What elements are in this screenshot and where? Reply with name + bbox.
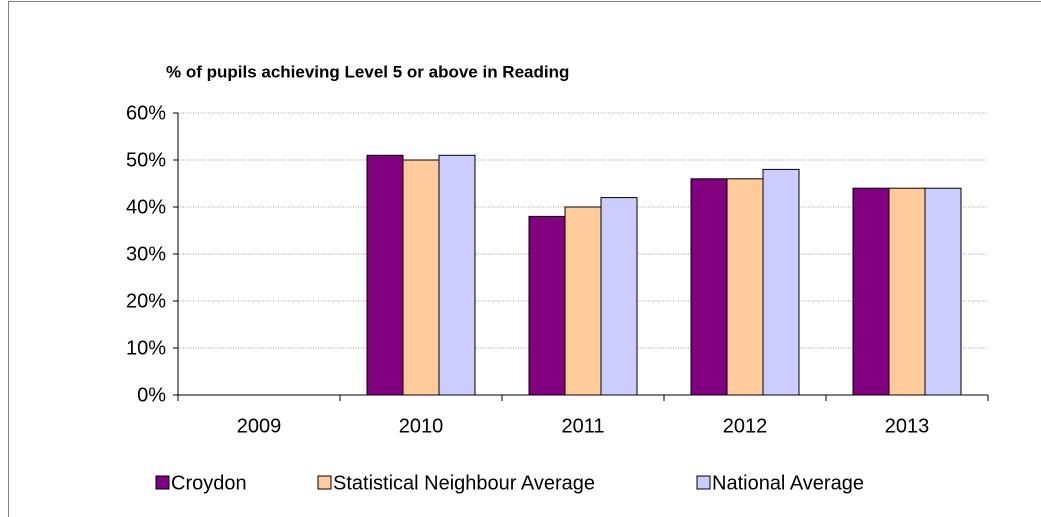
- bar: [690, 178, 728, 396]
- bar: [924, 187, 962, 396]
- chart-title: % of pupils achieving Level 5 or above i…: [166, 62, 569, 81]
- bar: [726, 178, 764, 396]
- x-tick-label: 2013: [885, 415, 930, 437]
- bar: [564, 206, 602, 396]
- y-tick-label: 50%: [126, 149, 166, 171]
- y-tick-label: 40%: [126, 196, 166, 218]
- bar: [366, 154, 404, 396]
- y-tick-label: 20%: [126, 290, 166, 312]
- bar: [600, 197, 638, 396]
- legend-swatch: [696, 475, 711, 490]
- legend-label: National Average: [712, 472, 864, 494]
- legend-swatch: [155, 475, 170, 490]
- bar: [402, 159, 440, 396]
- x-tick-label: 2009: [237, 415, 282, 437]
- legend-label: Statistical Neighbour Average: [333, 472, 595, 494]
- y-tick-label: 30%: [126, 243, 166, 265]
- bar: [762, 168, 800, 396]
- x-tick-label: 2010: [399, 415, 444, 437]
- bar: [888, 187, 926, 396]
- x-tick-label: 2012: [723, 415, 768, 437]
- legend-label: Croydon: [171, 472, 247, 494]
- y-tick-label: 10%: [126, 337, 166, 359]
- x-tick-label: 2011: [561, 415, 604, 437]
- legend-swatch: [317, 475, 332, 490]
- bar: [528, 215, 566, 396]
- y-tick-label: 0%: [137, 384, 166, 406]
- y-tick-label: 60%: [126, 102, 166, 124]
- bar: [852, 187, 890, 396]
- bar: [438, 154, 476, 396]
